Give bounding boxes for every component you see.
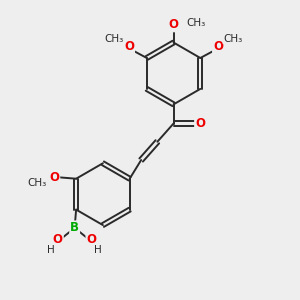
Text: CH₃: CH₃ xyxy=(105,34,124,44)
Text: O: O xyxy=(195,117,205,130)
Text: O: O xyxy=(169,18,178,32)
Text: H: H xyxy=(47,245,55,255)
Text: CH₃: CH₃ xyxy=(27,178,46,188)
Text: CH₃: CH₃ xyxy=(186,18,205,28)
Text: B: B xyxy=(70,221,79,234)
Text: O: O xyxy=(53,233,63,246)
Text: O: O xyxy=(86,233,96,246)
Text: O: O xyxy=(213,40,223,53)
Text: CH₃: CH₃ xyxy=(223,34,242,44)
Text: H: H xyxy=(94,245,102,255)
Text: O: O xyxy=(49,171,59,184)
Text: O: O xyxy=(124,40,134,53)
